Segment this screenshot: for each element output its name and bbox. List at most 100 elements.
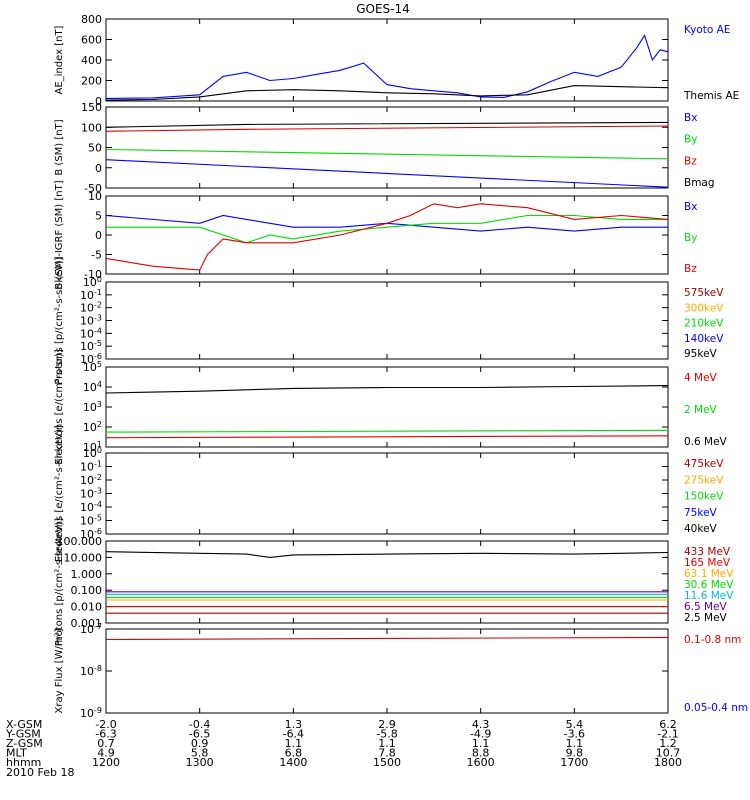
legend-entry: 475keV: [684, 458, 724, 470]
x-row-value: 7.8: [378, 747, 396, 760]
y-axis-label: AE_index [nT]: [54, 25, 65, 94]
legend-entry: 40keV: [684, 523, 718, 535]
y-tick-label: 105: [83, 360, 102, 374]
legend-entry: 2 MeV: [684, 404, 718, 416]
series-line: [105, 385, 669, 394]
legend-entry: 433 MeV: [684, 546, 731, 558]
panel-frame: [105, 281, 669, 360]
y-tick-label: 10-4: [80, 500, 102, 514]
legend-entry: By: [684, 232, 697, 244]
y-axis-label: Protons [p/(cm²-s-sr-keV)]: [54, 518, 65, 646]
x-row-value: -3.6: [564, 728, 585, 741]
series-line: [105, 159, 669, 188]
series-line: [105, 121, 669, 128]
y-tick-label: 50: [88, 142, 102, 155]
x-row-value: 9.8: [566, 747, 584, 760]
y-tick-label: 10-6: [80, 527, 102, 541]
y-tick-label: 10-7: [80, 622, 102, 636]
plot-title: GOES-14: [356, 2, 410, 16]
panel-7: 0.001 0.010 0.100 1.000 10.000 100.000Protons…: [54, 518, 734, 646]
x-row-value: 6.8: [285, 747, 303, 760]
y-tick-label: 0.010: [71, 601, 103, 614]
y-tick-label: 0: [95, 95, 102, 108]
series-line: [106, 214, 668, 244]
y-tick-label: 0.001: [71, 617, 103, 630]
x-row-value: 1.1: [285, 737, 303, 750]
x-row-value: 1.1: [378, 737, 396, 750]
y-tick-label: 10-2: [80, 301, 102, 315]
legend-entry: 63.1 MeV: [684, 568, 734, 580]
y-tick-label: 5: [95, 210, 102, 223]
y-tick-label: 100: [81, 121, 102, 134]
y-tick-label: 102: [83, 420, 102, 434]
x-row-value: 1500: [373, 756, 401, 769]
x-row-value: 1300: [186, 756, 214, 769]
x-row-value: 1400: [279, 756, 307, 769]
series-line: [105, 636, 669, 641]
x-row-value: -2.0: [95, 718, 116, 731]
y-tick-label: 200: [81, 75, 102, 88]
panel-stack: 0 200 400 600 800 AE_index [nT] Kyoto AE Themis…: [54, 13, 748, 720]
panel-frame: [105, 628, 669, 714]
legend-entry: 0.6 MeV: [684, 436, 728, 448]
x-row-value: -6.5: [189, 728, 210, 741]
x-row-value: -0.4: [189, 718, 210, 731]
y-tick-label: -50: [84, 182, 102, 195]
series-line: [105, 85, 669, 101]
y-tick-label: 10-5: [80, 339, 102, 353]
x-row-value: 0.7: [97, 737, 115, 750]
legend-entry: Bmag: [684, 177, 715, 189]
x-row-value: 6.2: [659, 718, 677, 731]
legend-entry: 0.05-0.4 nm: [684, 702, 748, 714]
x-row-value: -6.4: [283, 728, 304, 741]
x-row-value: 1.3: [285, 718, 303, 731]
y-tick-label: 10: [88, 190, 102, 203]
x-row-value: 1800: [654, 756, 682, 769]
panel-frame: [105, 452, 669, 535]
legend-entry: 2.5 MeV: [684, 612, 728, 624]
y-tick-label: 10-1: [80, 288, 102, 302]
legend-entry: Bz: [684, 155, 697, 167]
panel-2: -50 0 50 100 150 B (SM) [nT] Bx By Bz Bmag: [54, 101, 715, 195]
x-row-value: 4.9: [97, 747, 115, 760]
legend-entry: Bx: [684, 201, 697, 213]
panel-frame: [105, 18, 669, 102]
y-tick-label: 1.000: [71, 568, 103, 581]
x-row-value: 0.9: [191, 737, 209, 750]
y-tick-label: 0: [95, 229, 102, 242]
panel-5: 101 102 103 104 105 Electrons [e/(cm²-s-sr)] 4…: [54, 349, 728, 465]
panel-frame: [105, 195, 669, 275]
legend-entry: 95keV: [684, 348, 718, 360]
legend-entry: 575keV: [684, 287, 724, 299]
y-tick-label: 104: [83, 380, 102, 394]
series-line: [105, 551, 669, 558]
x-row-label: hhmm: [6, 756, 41, 769]
legend-entry: 165 MeV: [684, 557, 731, 569]
y-tick-label: 0: [95, 162, 102, 175]
legend-entry: 6.5 MeV: [684, 601, 728, 613]
y-axis-label: Xray Flux [W/m²]: [54, 628, 65, 713]
series-line: [105, 203, 669, 271]
legend-entry: 275keV: [684, 474, 724, 486]
panel-frame: [105, 106, 669, 189]
y-tick-label: 10-9: [80, 706, 102, 720]
series-line: [105, 429, 669, 433]
series-line: [105, 148, 669, 160]
x-row-value: 5.4: [566, 718, 584, 731]
y-tick-label: -5: [91, 249, 102, 262]
series-line: [105, 125, 669, 132]
x-row-value: -6.3: [95, 728, 116, 741]
legend-entry: Bz: [684, 263, 697, 275]
legend-entry: By: [684, 134, 697, 146]
legend-entry: 11.6 MeV: [684, 590, 734, 602]
panel-1: 0 200 400 600 800 AE_index [nT] Kyoto AE Themis…: [54, 13, 739, 108]
y-tick-label: 150: [81, 101, 102, 114]
y-axis-label: Protons [p/(cm²-s-sr-keV)]: [54, 256, 65, 384]
y-tick-label: 600: [81, 34, 102, 47]
x-row-value: 1700: [560, 756, 588, 769]
x-row-label: X-GSM: [6, 718, 42, 731]
y-tick-label: 400: [81, 54, 102, 67]
legend-entry: 30.6 MeV: [684, 579, 734, 591]
